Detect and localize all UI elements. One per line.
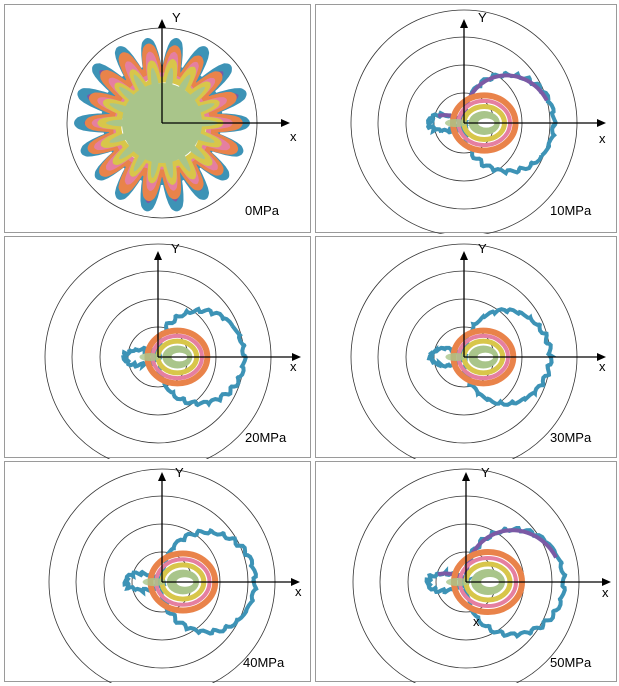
axes-group — [462, 472, 611, 586]
left-lobe-core — [446, 578, 470, 586]
axes-group — [154, 251, 301, 361]
x-axis-arrow — [292, 353, 301, 361]
x-axis-arrow — [291, 578, 300, 586]
x-axis-arrow — [597, 353, 606, 361]
pressure-label: 30MPa — [550, 430, 592, 445]
y-axis-label: Y — [481, 465, 490, 480]
outer-lobe-series — [424, 526, 568, 640]
polar-plot-0mpa: Y x 0MPa — [66, 10, 297, 219]
polar-plot-50mpa: Y x x 50MPa — [352, 465, 611, 683]
x-axis-label: x — [599, 359, 606, 374]
y-axis-arrow — [460, 251, 468, 260]
x-axis-arrow — [281, 119, 290, 127]
polar-plot-10mpa: Y x 10MPa — [350, 9, 606, 234]
y-axis-arrow — [158, 19, 166, 28]
pressure-label: 50MPa — [550, 655, 592, 670]
star-yellow-series — [97, 59, 224, 185]
panel-30mpa: Y x 30MPa — [315, 236, 617, 459]
axes-group — [158, 19, 290, 127]
y-axis-label: Y — [171, 241, 180, 256]
extra-x-label: x — [473, 614, 480, 629]
left-lobe-core — [445, 353, 467, 361]
x-axis-label: x — [290, 129, 297, 144]
left-lobe-core — [444, 119, 468, 127]
pressure-label: 20MPa — [245, 430, 287, 445]
panel-50mpa: Y x x 50MPa — [315, 461, 617, 683]
x-axis-label: x — [602, 585, 609, 600]
y-axis-label: Y — [478, 241, 487, 256]
x-axis-label: x — [599, 131, 606, 146]
pressure-label: 0MPa — [245, 203, 280, 218]
y-axis-label: Y — [172, 10, 181, 25]
outer-lobe-series — [122, 527, 259, 636]
y-axis-arrow — [460, 19, 468, 28]
polar-plot-20mpa: Y x 20MPa — [44, 241, 301, 459]
axes-group — [460, 251, 606, 361]
left-lobe-core — [142, 578, 166, 586]
y-axis-arrow — [158, 472, 166, 481]
left-lobe-core — [139, 353, 161, 361]
polar-plot-30mpa: Y x 30MPa — [350, 241, 606, 459]
x-axis-arrow — [597, 119, 606, 127]
polar-plot-40mpa: Y x 40MPa — [48, 465, 302, 683]
axes-group — [158, 472, 300, 586]
y-axis-arrow — [462, 472, 470, 481]
outer-lobe-series — [426, 307, 558, 407]
outer-lobe-series — [121, 306, 248, 408]
panel-20mpa: Y x 20MPa — [4, 236, 311, 459]
panel-10mpa: Y x 10MPa — [315, 4, 617, 234]
pressure-label: 10MPa — [550, 203, 592, 218]
star-orange-series — [84, 43, 243, 202]
panel-0mpa: Y x 0MPa — [4, 4, 311, 233]
x-axis-label: x — [295, 584, 302, 599]
y-axis-arrow — [154, 251, 162, 260]
star-outer-series — [74, 38, 250, 212]
x-axis-label: x — [290, 359, 297, 374]
x-axis-arrow — [602, 578, 611, 586]
pressure-label: 40MPa — [243, 655, 285, 670]
y-axis-label: Y — [478, 10, 487, 25]
axes-group — [460, 19, 606, 127]
y-axis-label: Y — [175, 465, 184, 480]
star-pink-series — [91, 51, 233, 191]
panel-40mpa: Y x 40MPa — [4, 461, 311, 683]
